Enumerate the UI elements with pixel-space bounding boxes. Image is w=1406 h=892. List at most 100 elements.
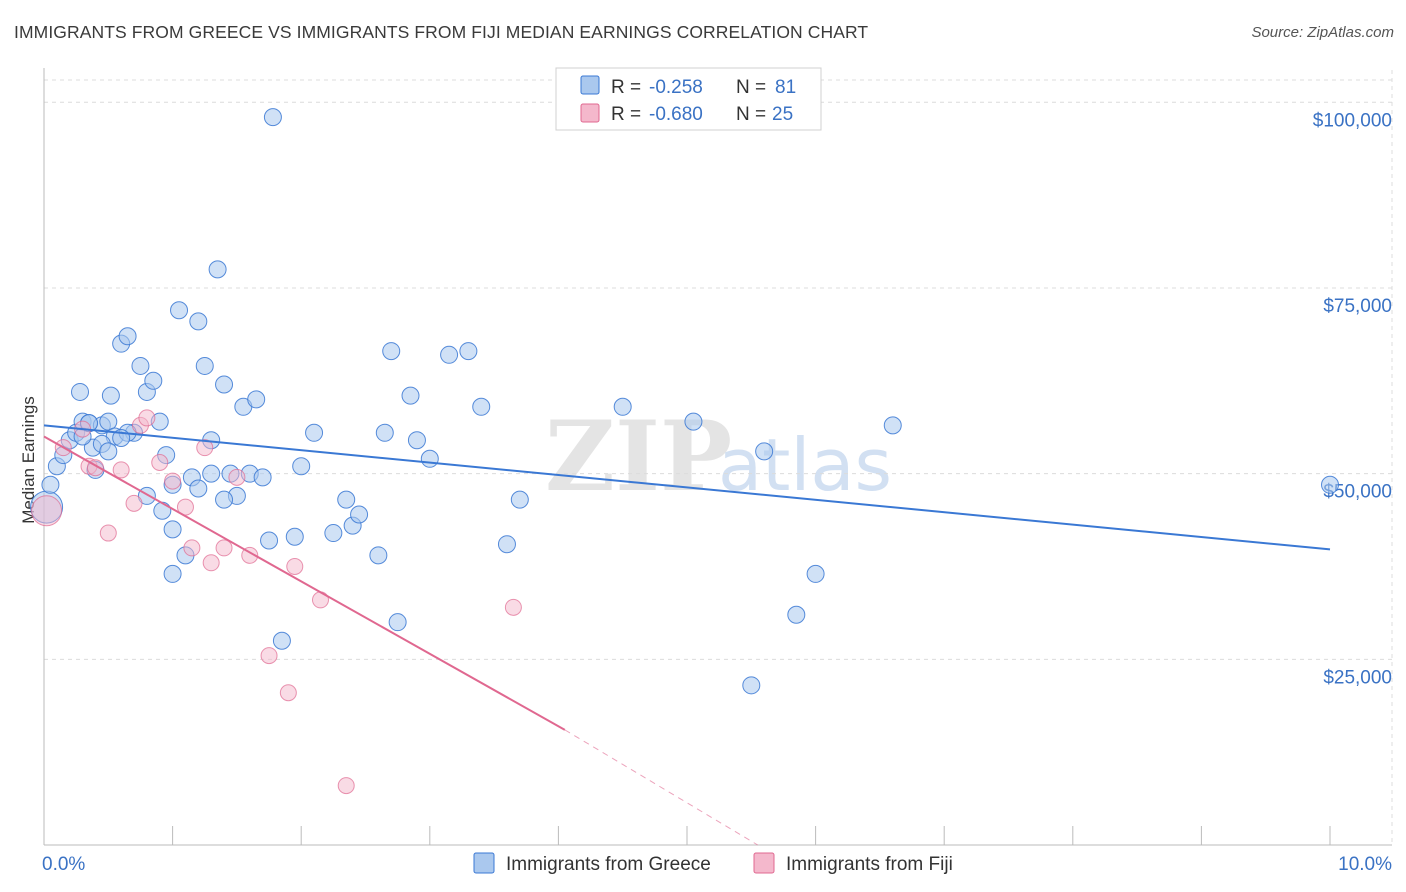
watermark-zip: ZIP bbox=[545, 400, 732, 513]
greece-point bbox=[99, 412, 118, 431]
fiji-point bbox=[202, 554, 220, 572]
series-fiji-points bbox=[31, 409, 522, 795]
greece-point bbox=[208, 260, 227, 279]
greece-point bbox=[806, 564, 825, 583]
greece-point bbox=[118, 327, 137, 346]
fiji-point bbox=[228, 468, 246, 486]
greece-point bbox=[420, 449, 439, 468]
greece-point bbox=[684, 412, 703, 431]
y-tick-label: $100,000 bbox=[1313, 110, 1392, 131]
greece-point bbox=[131, 356, 150, 375]
greece-point bbox=[787, 605, 806, 624]
greece-point bbox=[189, 479, 208, 498]
greece-point bbox=[292, 457, 311, 476]
legend-n-label-fiji: N = bbox=[736, 104, 766, 125]
legend-r-label-greece: R = bbox=[611, 77, 641, 98]
greece-point bbox=[510, 490, 529, 509]
greece-point bbox=[247, 390, 266, 409]
greece-point bbox=[189, 312, 208, 331]
fiji-point bbox=[31, 495, 63, 527]
axes bbox=[43, 68, 1392, 846]
greece-point bbox=[215, 490, 234, 509]
legend-r-value-greece: -0.258 bbox=[649, 77, 703, 98]
greece-point bbox=[369, 546, 388, 565]
greece-point bbox=[144, 371, 163, 390]
greece-point bbox=[101, 386, 120, 405]
greece-point bbox=[407, 431, 426, 450]
y-axis-label: Median Earnings bbox=[19, 396, 38, 524]
y-tick-label: $75,000 bbox=[1323, 296, 1392, 317]
y-tick-label: $50,000 bbox=[1323, 482, 1392, 503]
trend-line-fiji-extension bbox=[564, 729, 758, 846]
greece-point bbox=[742, 676, 761, 695]
fiji-point bbox=[183, 539, 201, 557]
greece-point bbox=[350, 505, 369, 524]
greece-point bbox=[459, 342, 478, 361]
bottom-legend-label-fiji: Immigrants from Fiji bbox=[786, 854, 953, 875]
legend-r-value-fiji: -0.680 bbox=[649, 104, 703, 125]
series-greece-points bbox=[30, 108, 1339, 695]
greece-point bbox=[260, 531, 279, 550]
greece-point bbox=[401, 386, 420, 405]
trend-line-greece bbox=[43, 424, 1331, 551]
legend-swatch-greece bbox=[580, 75, 600, 95]
greece-point bbox=[883, 416, 902, 435]
fiji-point bbox=[138, 409, 156, 427]
greece-point bbox=[163, 564, 182, 583]
legend-n-value-greece: 81 bbox=[775, 77, 796, 98]
greece-point bbox=[305, 423, 324, 442]
watermark: ZIP atlas bbox=[545, 400, 892, 513]
legend-n-label-greece: N = bbox=[736, 77, 766, 98]
fiji-point bbox=[99, 524, 117, 542]
y-tick-label: $25,000 bbox=[1323, 667, 1392, 688]
bottom-legend-label-greece: Immigrants from Greece bbox=[506, 854, 711, 875]
bottom-legend-swatch-greece bbox=[473, 852, 495, 874]
greece-point bbox=[375, 423, 394, 442]
fiji-point bbox=[260, 647, 278, 665]
legend-n-value-fiji: 25 bbox=[772, 104, 793, 125]
legend-box: R = -0.258 N = 81 R = -0.680 N = 25 bbox=[555, 67, 822, 131]
x-tick-label: 0.0% bbox=[42, 854, 85, 875]
greece-point bbox=[163, 520, 182, 539]
fiji-point bbox=[504, 598, 522, 616]
fiji-point bbox=[112, 461, 130, 479]
greece-point bbox=[99, 442, 118, 461]
greece-point bbox=[153, 501, 172, 520]
greece-point bbox=[1321, 475, 1339, 494]
trend-lines bbox=[43, 424, 1331, 846]
legend-swatch-fiji bbox=[580, 103, 600, 123]
greece-point bbox=[755, 442, 774, 461]
greece-point bbox=[71, 382, 90, 401]
greece-point bbox=[337, 490, 356, 509]
fiji-point bbox=[279, 684, 297, 702]
greece-point bbox=[497, 535, 516, 554]
greece-point bbox=[388, 613, 407, 632]
fiji-point bbox=[164, 472, 182, 490]
fiji-point bbox=[241, 546, 259, 564]
legend-frame bbox=[555, 67, 822, 131]
watermark-atlas: atlas bbox=[718, 423, 892, 507]
bottom-legend: Immigrants from Greece Immigrants from F… bbox=[473, 852, 953, 875]
greece-point bbox=[170, 301, 189, 320]
fiji-point bbox=[151, 454, 169, 471]
bottom-legend-swatch-fiji bbox=[753, 852, 775, 874]
greece-point bbox=[215, 375, 234, 394]
tick-labels: $25,000 $50,000 $75,000 $100,000 0.0% 10.0% bbox=[42, 110, 1392, 875]
greece-point bbox=[440, 345, 459, 364]
greece-point bbox=[253, 468, 272, 487]
legend-r-label-fiji: R = bbox=[611, 104, 641, 125]
greece-point bbox=[202, 464, 221, 483]
greece-point bbox=[41, 475, 60, 494]
fiji-point bbox=[215, 539, 233, 557]
greece-point bbox=[195, 356, 214, 375]
trend-line-fiji bbox=[43, 435, 566, 731]
fiji-point bbox=[337, 777, 355, 795]
greece-point bbox=[382, 342, 401, 361]
fiji-point bbox=[125, 494, 143, 512]
greece-point bbox=[272, 631, 291, 650]
greece-point bbox=[263, 108, 282, 127]
greece-point bbox=[324, 524, 343, 543]
fiji-point bbox=[196, 439, 214, 457]
chart-title: IMMIGRANTS FROM GREECE VS IMMIGRANTS FRO… bbox=[14, 22, 869, 42]
